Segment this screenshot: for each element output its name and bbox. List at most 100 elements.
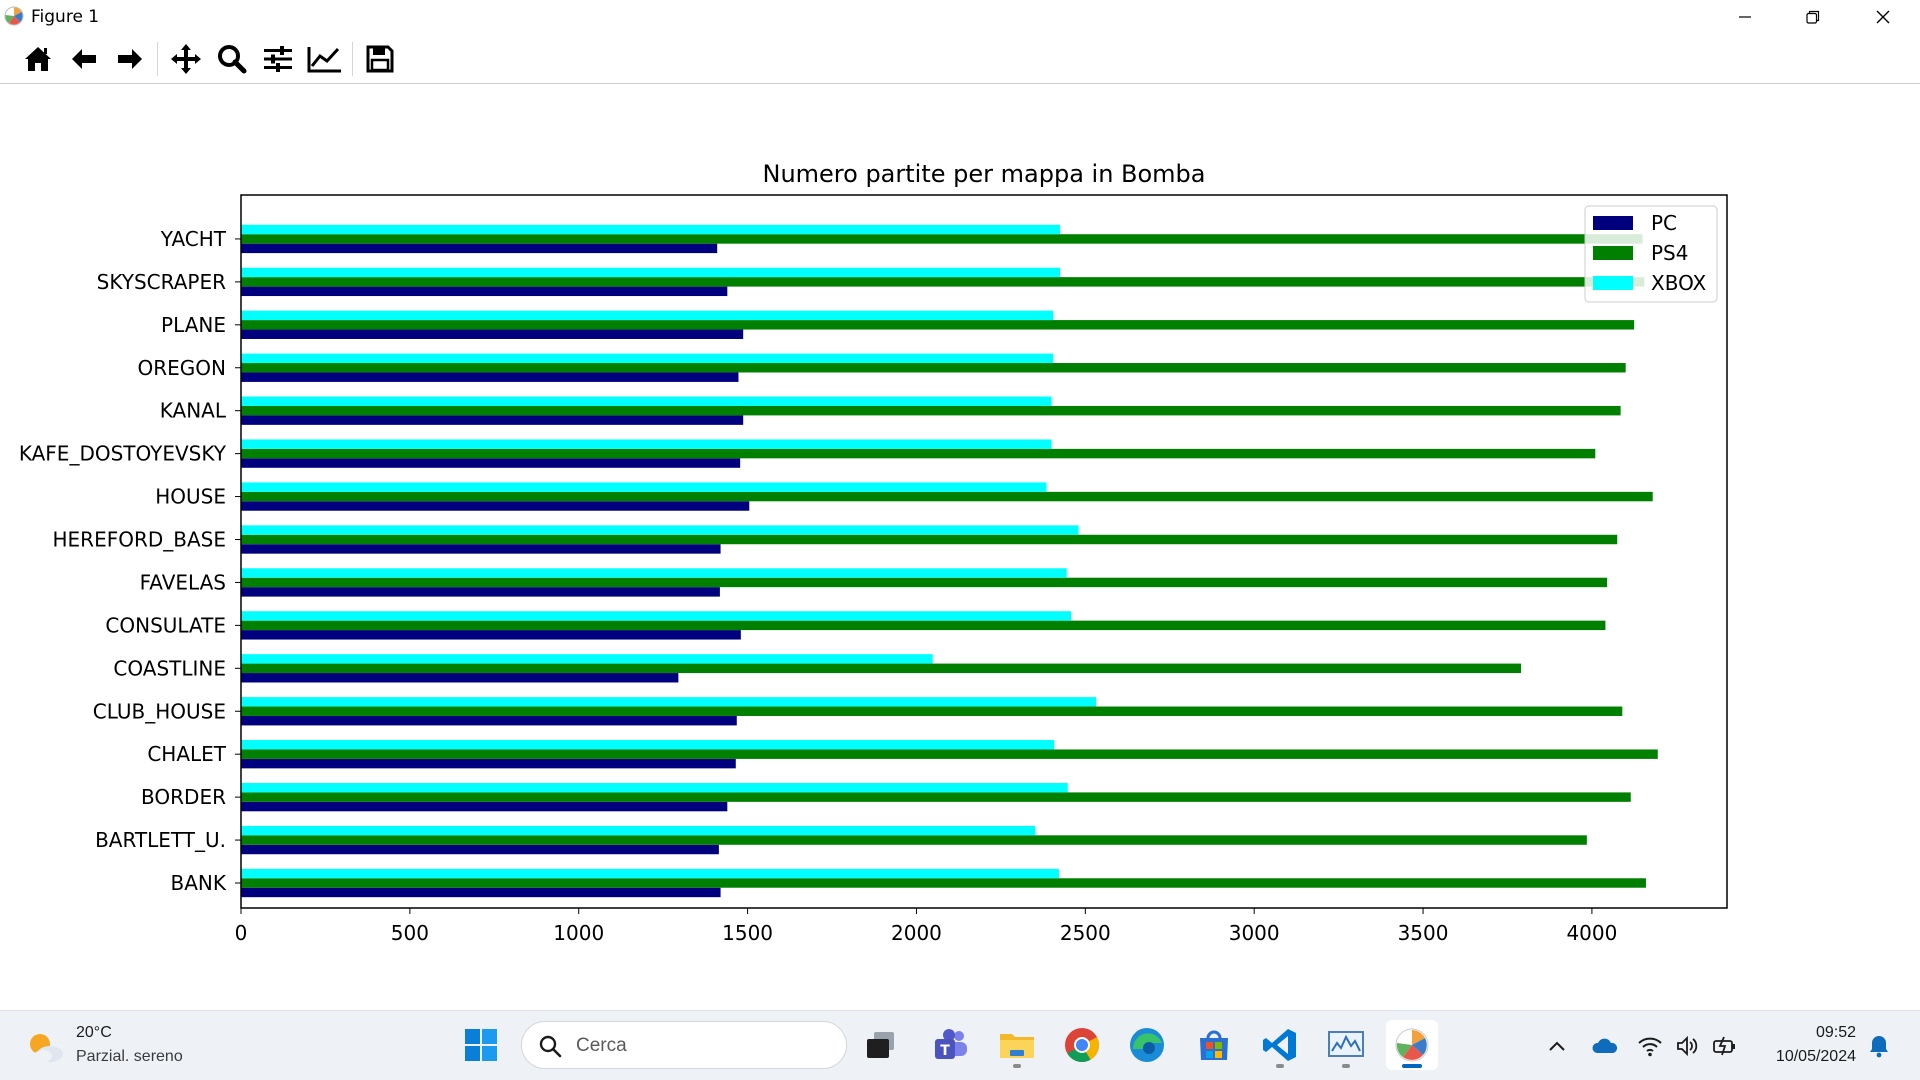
clock-date[interactable]: 10/05/2024 bbox=[1775, 1048, 1856, 1065]
close-icon bbox=[1876, 10, 1890, 24]
zoom-icon bbox=[218, 45, 247, 74]
x-tick-label: 1500 bbox=[722, 921, 773, 945]
subplots-button[interactable] bbox=[258, 41, 298, 77]
y-tick-label: KAFE_DOSTOYEVSKY bbox=[19, 442, 227, 466]
bar-pc-club_house bbox=[241, 715, 737, 726]
teams-app[interactable]: T bbox=[925, 1020, 977, 1070]
y-tick-label: CLUB_HOUSE bbox=[93, 699, 226, 723]
y-tick-label: HOUSE bbox=[155, 485, 226, 509]
volume-tray[interactable] bbox=[1672, 1031, 1702, 1061]
bar-ps4-bank bbox=[241, 878, 1646, 888]
bar-pc-house bbox=[241, 501, 750, 511]
matplotlib-app-icon bbox=[4, 6, 24, 26]
bar-pc-border bbox=[241, 801, 728, 812]
bar-ps4-oregon bbox=[241, 363, 1626, 373]
bar-pc-oregon bbox=[241, 372, 739, 382]
figure-canvas[interactable]: Numero partite per mappa in Bomba BANK BA… bbox=[0, 85, 1920, 1009]
bar-xbox-hereford_base bbox=[241, 525, 1079, 535]
weather-partly-sunny-icon bbox=[30, 1034, 63, 1062]
task-view-button[interactable] bbox=[855, 1020, 907, 1070]
minimize-button[interactable] bbox=[1710, 0, 1780, 34]
back-button[interactable] bbox=[64, 41, 104, 77]
store-app[interactable] bbox=[1188, 1020, 1240, 1070]
bar-ps4-club_house bbox=[241, 706, 1623, 716]
zoom-button[interactable] bbox=[212, 41, 252, 77]
legend-swatch-xbox bbox=[1593, 276, 1633, 290]
y-tick-label: OREGON bbox=[138, 356, 226, 380]
bar-pc-chalet bbox=[241, 758, 736, 769]
chart-title: Numero partite per mappa in Bomba bbox=[762, 160, 1205, 188]
bar-pc-hereford_base bbox=[241, 544, 721, 554]
bar-ps4-kanal bbox=[241, 405, 1621, 416]
legend-swatch-pc bbox=[1593, 216, 1633, 230]
running-indicator bbox=[1342, 1064, 1350, 1068]
edge-app[interactable] bbox=[1121, 1020, 1173, 1070]
home-button[interactable] bbox=[18, 41, 58, 77]
bar-xbox-plane bbox=[241, 310, 1054, 321]
x-tick-labels: 0 500 1000 1500 2000 2500 3000 3500 4000 bbox=[235, 908, 1617, 945]
legend-swatch-ps4 bbox=[1593, 246, 1633, 260]
x-tick-label: 500 bbox=[391, 921, 429, 945]
show-hidden-icons-button[interactable] bbox=[1542, 1031, 1572, 1061]
bar-ps4-bartlett_u. bbox=[241, 835, 1587, 845]
y-tick-label: SKYSCRAPER bbox=[97, 270, 226, 294]
restore-button[interactable] bbox=[1778, 0, 1848, 34]
bars-group bbox=[241, 224, 1658, 898]
y-tick-label: BANK bbox=[171, 871, 227, 895]
chrome-app[interactable] bbox=[1056, 1020, 1108, 1070]
bar-xbox-border bbox=[241, 782, 1068, 793]
customize-icon bbox=[307, 47, 341, 73]
file-explorer-app[interactable] bbox=[991, 1020, 1043, 1070]
taskbar: 20°C Parzial. sereno Cerca T bbox=[0, 1010, 1920, 1080]
y-tick-label: HEREFORD_BASE bbox=[53, 528, 227, 552]
plot-area-frame bbox=[240, 194, 1728, 909]
bar-pc-kanal bbox=[241, 415, 744, 425]
svg-text:T: T bbox=[940, 1043, 950, 1059]
bar-xbox-club_house bbox=[241, 697, 1097, 707]
weather-widget[interactable] bbox=[20, 1019, 200, 1073]
monitor-app[interactable] bbox=[1320, 1020, 1372, 1070]
vscode-app[interactable] bbox=[1254, 1020, 1306, 1070]
forward-arrow-icon bbox=[118, 49, 142, 69]
bar-pc-kafe_dostoyevsky bbox=[241, 458, 741, 468]
bar-pc-skyscraper bbox=[241, 286, 728, 297]
bar-xbox-bartlett_u. bbox=[241, 825, 1036, 836]
home-icon bbox=[25, 47, 51, 71]
title-bar: Figure 1 bbox=[0, 0, 1920, 34]
matplotlib-figure-app[interactable] bbox=[1386, 1020, 1438, 1070]
bar-xbox-house bbox=[241, 482, 1047, 492]
start-button[interactable] bbox=[455, 1020, 507, 1070]
legend-label-xbox: XBOX bbox=[1651, 271, 1707, 295]
bar-pc-yacht bbox=[241, 243, 718, 254]
battery-tray[interactable] bbox=[1710, 1031, 1740, 1061]
weather-description: Parzial. sereno bbox=[76, 1048, 183, 1065]
bar-xbox-oregon bbox=[241, 353, 1054, 364]
start-icon bbox=[465, 1029, 497, 1061]
onedrive-cloud-icon bbox=[1592, 1038, 1618, 1053]
bar-chart: Numero partite per mappa in Bomba BANKBA… bbox=[19, 160, 1728, 945]
bar-ps4-house bbox=[241, 491, 1653, 502]
notifications-button[interactable] bbox=[1864, 1031, 1894, 1061]
save-button[interactable] bbox=[360, 41, 400, 77]
save-icon bbox=[366, 45, 394, 73]
window-title: Figure 1 bbox=[31, 7, 100, 27]
clock-time[interactable]: 09:52 bbox=[1815, 1024, 1856, 1041]
forward-button[interactable] bbox=[110, 41, 150, 77]
wifi-tray[interactable] bbox=[1635, 1031, 1665, 1061]
subplots-icon bbox=[264, 46, 292, 72]
bar-xbox-kanal bbox=[241, 396, 1052, 406]
bar-ps4-skyscraper bbox=[241, 277, 1645, 287]
chrome-icon bbox=[1065, 1028, 1099, 1062]
bar-xbox-chalet bbox=[241, 740, 1055, 750]
bar-ps4-kafe_dostoyevsky bbox=[241, 448, 1596, 459]
y-tick-labels: BANK BARTLETT_U. BORDER CHALET CLUB_HOUSE COA… bbox=[19, 227, 241, 895]
close-button[interactable] bbox=[1848, 0, 1918, 34]
onedrive-tray[interactable] bbox=[1590, 1031, 1620, 1061]
edge-icon bbox=[1130, 1028, 1164, 1062]
search-icon bbox=[539, 1035, 562, 1058]
pan-button[interactable] bbox=[166, 41, 206, 77]
bell-icon bbox=[1870, 1036, 1888, 1058]
taskbar-search[interactable]: Cerca bbox=[521, 1021, 847, 1069]
customize-button[interactable] bbox=[305, 41, 345, 77]
x-tick-label: 0 bbox=[235, 921, 248, 945]
